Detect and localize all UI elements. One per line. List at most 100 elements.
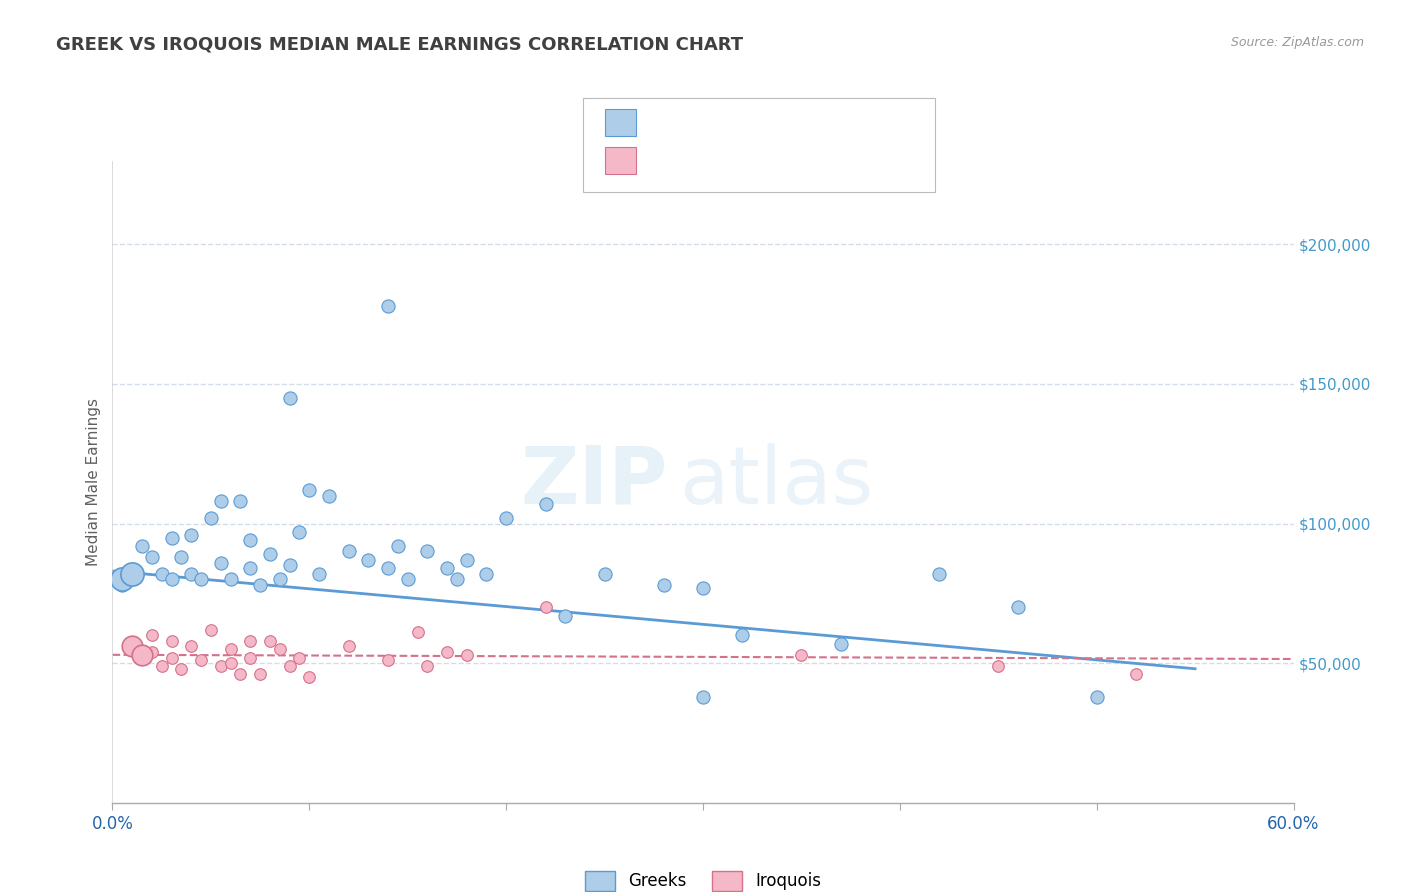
Point <box>219 642 242 657</box>
Text: -0.228: -0.228 <box>689 116 742 134</box>
Point <box>278 659 301 673</box>
Point <box>170 550 193 565</box>
Point <box>288 650 311 665</box>
Legend: Greeks, Iroquois: Greeks, Iroquois <box>578 864 828 892</box>
Point <box>229 667 252 681</box>
Point <box>121 640 143 654</box>
Point <box>259 547 281 561</box>
Text: Source: ZipAtlas.com: Source: ZipAtlas.com <box>1230 36 1364 49</box>
Point <box>190 573 212 587</box>
Text: N =: N = <box>754 154 801 172</box>
Point <box>200 623 222 637</box>
Point <box>259 633 281 648</box>
Point <box>387 539 409 553</box>
Point <box>269 573 291 587</box>
Text: ZIP: ZIP <box>520 442 668 521</box>
Text: R =: R = <box>647 154 683 172</box>
Point <box>456 553 478 567</box>
Point <box>377 299 399 313</box>
Point <box>121 642 143 657</box>
Point <box>790 648 813 662</box>
Point <box>436 645 458 659</box>
Point <box>239 533 262 548</box>
Point <box>377 561 399 575</box>
Point <box>288 524 311 539</box>
Point <box>131 539 153 553</box>
Point <box>1125 667 1147 681</box>
Point <box>396 573 419 587</box>
Point <box>278 391 301 405</box>
Point <box>121 566 143 581</box>
Point <box>141 645 163 659</box>
Text: GREEK VS IROQUOIS MEDIAN MALE EARNINGS CORRELATION CHART: GREEK VS IROQUOIS MEDIAN MALE EARNINGS C… <box>56 36 744 54</box>
Point <box>416 544 439 558</box>
Point <box>1085 690 1108 704</box>
Point <box>652 578 675 592</box>
Point <box>160 633 183 648</box>
Point <box>534 497 557 511</box>
Point <box>180 527 202 541</box>
Point <box>200 511 222 525</box>
Point <box>239 561 262 575</box>
Point <box>150 566 173 581</box>
Point <box>131 648 153 662</box>
Point <box>318 489 340 503</box>
Point <box>337 544 360 558</box>
Text: 35: 35 <box>804 154 825 172</box>
Point <box>239 650 262 665</box>
Point <box>141 550 163 565</box>
Point <box>219 573 242 587</box>
Point <box>239 633 262 648</box>
Point <box>554 608 576 623</box>
Point <box>160 573 183 587</box>
Point <box>111 573 134 587</box>
Point <box>298 483 321 497</box>
Point <box>987 659 1010 673</box>
Point <box>534 600 557 615</box>
Point <box>593 566 616 581</box>
Point <box>180 566 202 581</box>
Point <box>160 650 183 665</box>
Point <box>475 566 498 581</box>
Point <box>456 648 478 662</box>
Point <box>298 670 321 684</box>
Point <box>219 656 242 670</box>
Text: N =: N = <box>754 116 801 134</box>
Point <box>141 628 163 642</box>
Point <box>150 659 173 673</box>
Point <box>170 662 193 676</box>
Point <box>308 566 330 581</box>
Point <box>377 653 399 667</box>
Point <box>180 640 202 654</box>
Point <box>446 573 468 587</box>
Point <box>830 637 852 651</box>
Point <box>229 494 252 508</box>
Point <box>209 659 232 673</box>
Point <box>269 642 291 657</box>
Text: -0.003: -0.003 <box>689 154 742 172</box>
Point <box>249 578 271 592</box>
Point <box>1007 600 1029 615</box>
Point <box>495 511 517 525</box>
Text: R =: R = <box>647 116 683 134</box>
Point <box>190 653 212 667</box>
Point <box>436 561 458 575</box>
Point <box>209 494 232 508</box>
Point <box>278 558 301 573</box>
Point <box>131 650 153 665</box>
Text: 48: 48 <box>804 116 825 134</box>
Point <box>337 640 360 654</box>
Point <box>249 667 271 681</box>
Point <box>416 659 439 673</box>
Point <box>111 578 134 592</box>
Point <box>160 531 183 545</box>
Point <box>357 553 380 567</box>
Text: atlas: atlas <box>679 442 873 521</box>
Point <box>731 628 754 642</box>
Point <box>692 690 714 704</box>
Point <box>692 581 714 595</box>
Point <box>209 556 232 570</box>
Point <box>406 625 429 640</box>
Point <box>928 566 950 581</box>
Y-axis label: Median Male Earnings: Median Male Earnings <box>86 398 101 566</box>
